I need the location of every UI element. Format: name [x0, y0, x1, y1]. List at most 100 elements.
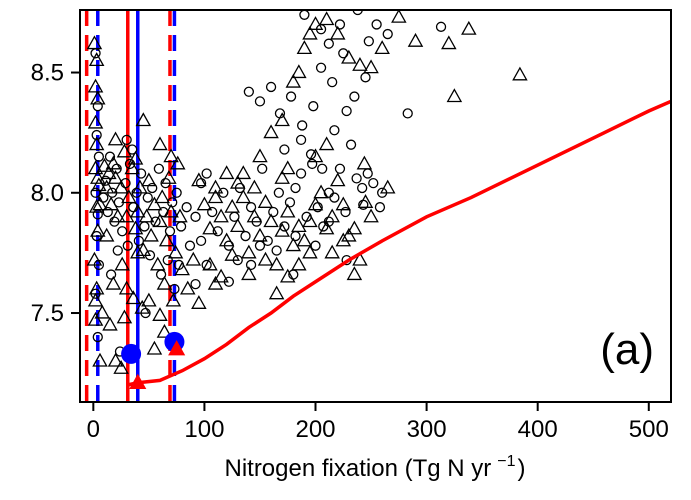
data-point-circle	[285, 91, 297, 102]
data-point-triangle	[150, 256, 166, 271]
data-point-circle	[223, 240, 235, 251]
data-point-triangle	[138, 208, 155, 223]
data-point-triangle	[127, 150, 144, 165]
x-axis-label-close: )	[518, 455, 526, 482]
data-point-triangle	[291, 256, 307, 271]
data-point-circle	[144, 250, 156, 261]
data-point-triangle	[274, 170, 290, 184]
data-point-circle	[147, 182, 158, 194]
data-point-triangle	[285, 73, 302, 88]
data-point-triangle	[218, 232, 235, 247]
data-point-triangle	[156, 323, 173, 338]
x-tick-label: 100	[184, 416, 224, 443]
data-point-triangle	[114, 256, 130, 271]
data-point-triangle	[152, 213, 168, 228]
data-point-triangle	[335, 232, 352, 247]
data-point-triangle	[352, 56, 368, 71]
data-point-triangle	[279, 160, 296, 175]
data-point-triangle	[257, 251, 274, 266]
data-point-triangle	[329, 172, 346, 187]
data-point-circle	[368, 178, 379, 189]
data-point-circle	[127, 144, 138, 155]
data-point-circle	[307, 158, 318, 170]
data-point-triangle	[285, 237, 302, 252]
data-point-triangle	[202, 220, 218, 235]
data-point-circle	[111, 163, 122, 174]
x-tick-label: 300	[407, 416, 447, 443]
data-point-circle	[139, 221, 150, 232]
y-tick-label: 8.0	[31, 180, 64, 207]
data-point-circle	[164, 226, 176, 237]
data-point-circle	[345, 139, 357, 150]
data-point-triangle	[116, 309, 133, 324]
data-point-triangle	[130, 244, 146, 259]
data-point-circle	[329, 125, 340, 136]
y-tick-label: 8.5	[31, 60, 64, 87]
data-point-triangle	[152, 307, 168, 321]
data-point-triangle	[141, 292, 157, 307]
data-point-triangle	[356, 155, 373, 170]
data-point-triangle	[363, 59, 379, 74]
data-point-circle	[128, 202, 139, 213]
data-point-circle	[301, 211, 312, 222]
x-axis-label-superscript: −1	[497, 453, 515, 470]
data-point-circle	[323, 38, 334, 49]
data-point-circle	[155, 269, 167, 280]
data-point-circle	[98, 192, 109, 203]
data-point-circle	[284, 197, 296, 208]
data-point-circle	[133, 235, 145, 247]
data-point-triangle	[96, 157, 113, 172]
data-point-circle	[318, 221, 329, 232]
data-point-triangle	[107, 170, 124, 184]
data-point-triangle	[132, 179, 148, 194]
data-point-circle	[334, 163, 346, 174]
data-point-circle	[158, 206, 169, 218]
data-point-circle	[371, 19, 382, 30]
data-point-triangle	[318, 136, 335, 151]
data-point-triangle	[241, 266, 257, 281]
data-point-circle	[90, 48, 101, 59]
data-point-circle	[169, 283, 180, 295]
data-point-triangle	[279, 203, 296, 218]
data-point-circle	[295, 134, 307, 146]
axes: 0 100 200 300 400 500 7.5 8.0 8.5	[31, 60, 669, 443]
data-point-triangle	[318, 11, 335, 26]
x-axis-label: Nitrogen fixation (Tg N yr −1)	[224, 453, 525, 482]
data-point-circle	[232, 254, 243, 266]
data-point-triangle	[98, 179, 115, 194]
data-point-triangle	[90, 90, 106, 105]
data-point-circle	[201, 259, 212, 271]
data-point-triangle	[296, 40, 313, 55]
data-point-triangle	[92, 352, 108, 367]
data-point-circle	[262, 235, 273, 247]
data-point-triangle	[318, 220, 335, 235]
data-point-circle	[201, 168, 212, 179]
data-point-circle	[305, 149, 317, 160]
data-point-triangle	[191, 172, 207, 187]
data-point-triangle	[163, 148, 179, 163]
data-point-circle	[212, 226, 223, 237]
x-tick-label: 0	[87, 416, 100, 443]
data-point-triangle	[87, 78, 104, 93]
data-point-circle	[257, 163, 268, 174]
data-point-circle	[93, 151, 105, 162]
data-point-circle	[299, 10, 310, 20]
data-point-circle	[175, 221, 187, 232]
data-point-triangle	[161, 170, 177, 184]
data-point-triangle	[90, 170, 106, 184]
data-point-triangle	[346, 266, 363, 281]
data-point-triangle	[218, 165, 235, 180]
data-point-triangle	[167, 244, 184, 259]
data-point-circle	[162, 254, 173, 266]
plot-frame	[79, 9, 672, 403]
data-point-circle	[90, 187, 101, 198]
data-point-triangle	[92, 196, 108, 211]
panel-label: (a)	[600, 325, 654, 374]
data-point-triangle	[229, 218, 246, 232]
data-point-circle	[245, 259, 257, 271]
data-point-circle	[360, 72, 371, 83]
data-point-circle	[295, 168, 307, 179]
data-point-circle	[195, 178, 207, 189]
data-point-triangle	[88, 52, 105, 67]
